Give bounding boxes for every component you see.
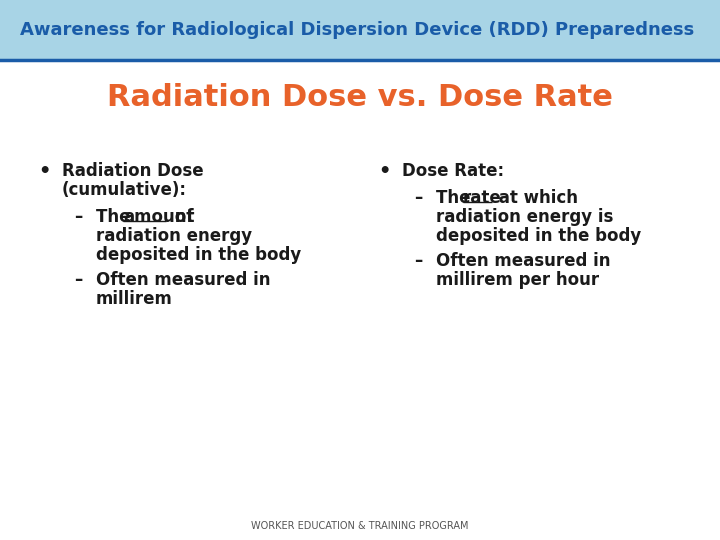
Text: Often measured in: Often measured in — [436, 252, 611, 270]
Text: The: The — [96, 208, 136, 226]
Text: Radiation Dose vs. Dose Rate: Radiation Dose vs. Dose Rate — [107, 83, 613, 111]
Text: millirem: millirem — [96, 290, 173, 308]
Text: –: – — [74, 208, 82, 226]
Text: –: – — [414, 252, 422, 270]
Bar — [0, 0, 720, 59]
Text: Radiation Dose: Radiation Dose — [62, 162, 204, 180]
Text: Often measured in: Often measured in — [96, 271, 271, 289]
Text: deposited in the body: deposited in the body — [96, 246, 301, 264]
Text: The: The — [436, 189, 476, 207]
Text: •: • — [378, 162, 390, 181]
Text: Awareness for Radiological Dispersion Device (RDD) Preparedness: Awareness for Radiological Dispersion De… — [20, 21, 694, 39]
Text: at which: at which — [493, 189, 578, 207]
Text: –: – — [74, 271, 82, 289]
Text: •: • — [38, 162, 50, 181]
Text: –: – — [414, 189, 422, 207]
Text: WORKER EDUCATION & TRAINING PROGRAM: WORKER EDUCATION & TRAINING PROGRAM — [251, 521, 469, 531]
Text: Dose Rate:: Dose Rate: — [402, 162, 504, 180]
Text: deposited in the body: deposited in the body — [436, 227, 642, 245]
Text: rate: rate — [463, 189, 502, 207]
Text: millirem per hour: millirem per hour — [436, 271, 599, 289]
Text: radiation energy is: radiation energy is — [436, 208, 613, 226]
Text: of: of — [169, 208, 194, 226]
Text: radiation energy: radiation energy — [96, 227, 252, 245]
Text: (cumulative):: (cumulative): — [62, 181, 187, 199]
Text: amount: amount — [123, 208, 194, 226]
